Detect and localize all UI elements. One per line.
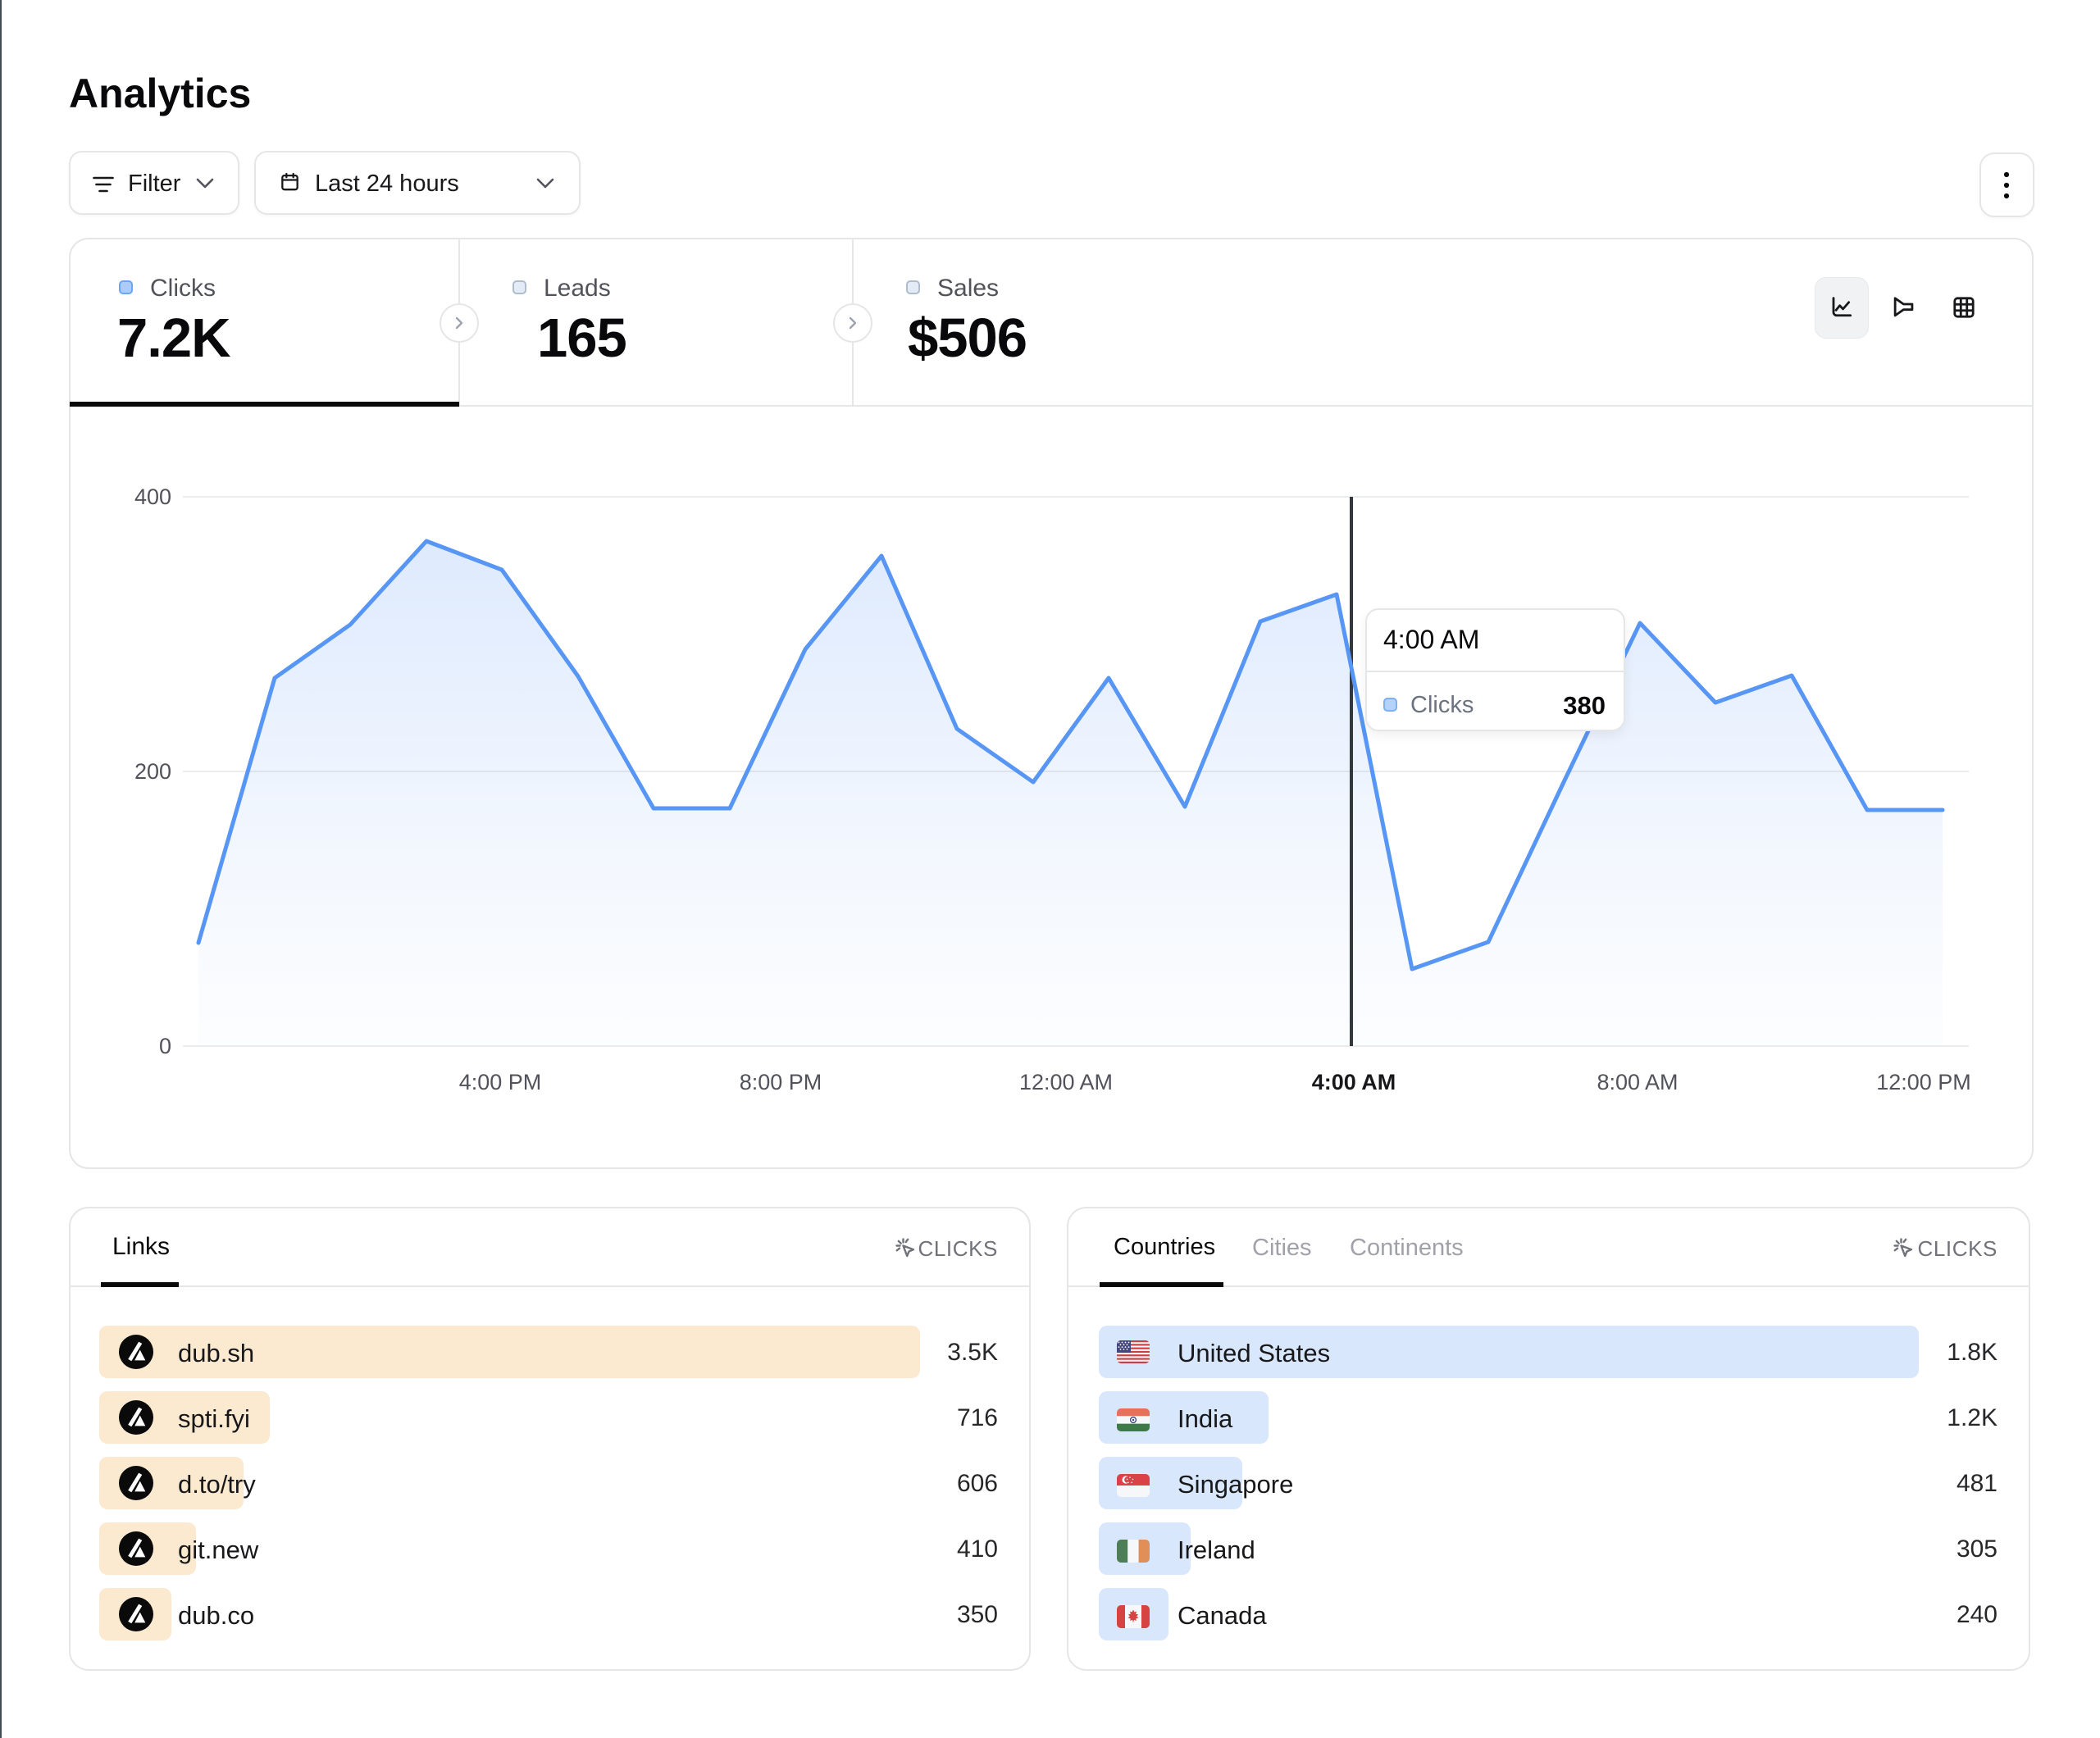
svg-text:0: 0 xyxy=(159,1034,171,1058)
svg-text:8:00 PM: 8:00 PM xyxy=(740,1070,822,1094)
svg-text:12:00 PM: 12:00 PM xyxy=(1876,1070,1971,1094)
svg-text:200: 200 xyxy=(134,759,171,784)
svg-text:4:00 AM: 4:00 AM xyxy=(1312,1070,1396,1094)
svg-text:400: 400 xyxy=(134,485,171,509)
svg-text:4:00 PM: 4:00 PM xyxy=(459,1070,542,1094)
svg-text:8:00 AM: 8:00 AM xyxy=(1597,1070,1678,1094)
svg-text:12:00 AM: 12:00 AM xyxy=(1019,1070,1113,1094)
